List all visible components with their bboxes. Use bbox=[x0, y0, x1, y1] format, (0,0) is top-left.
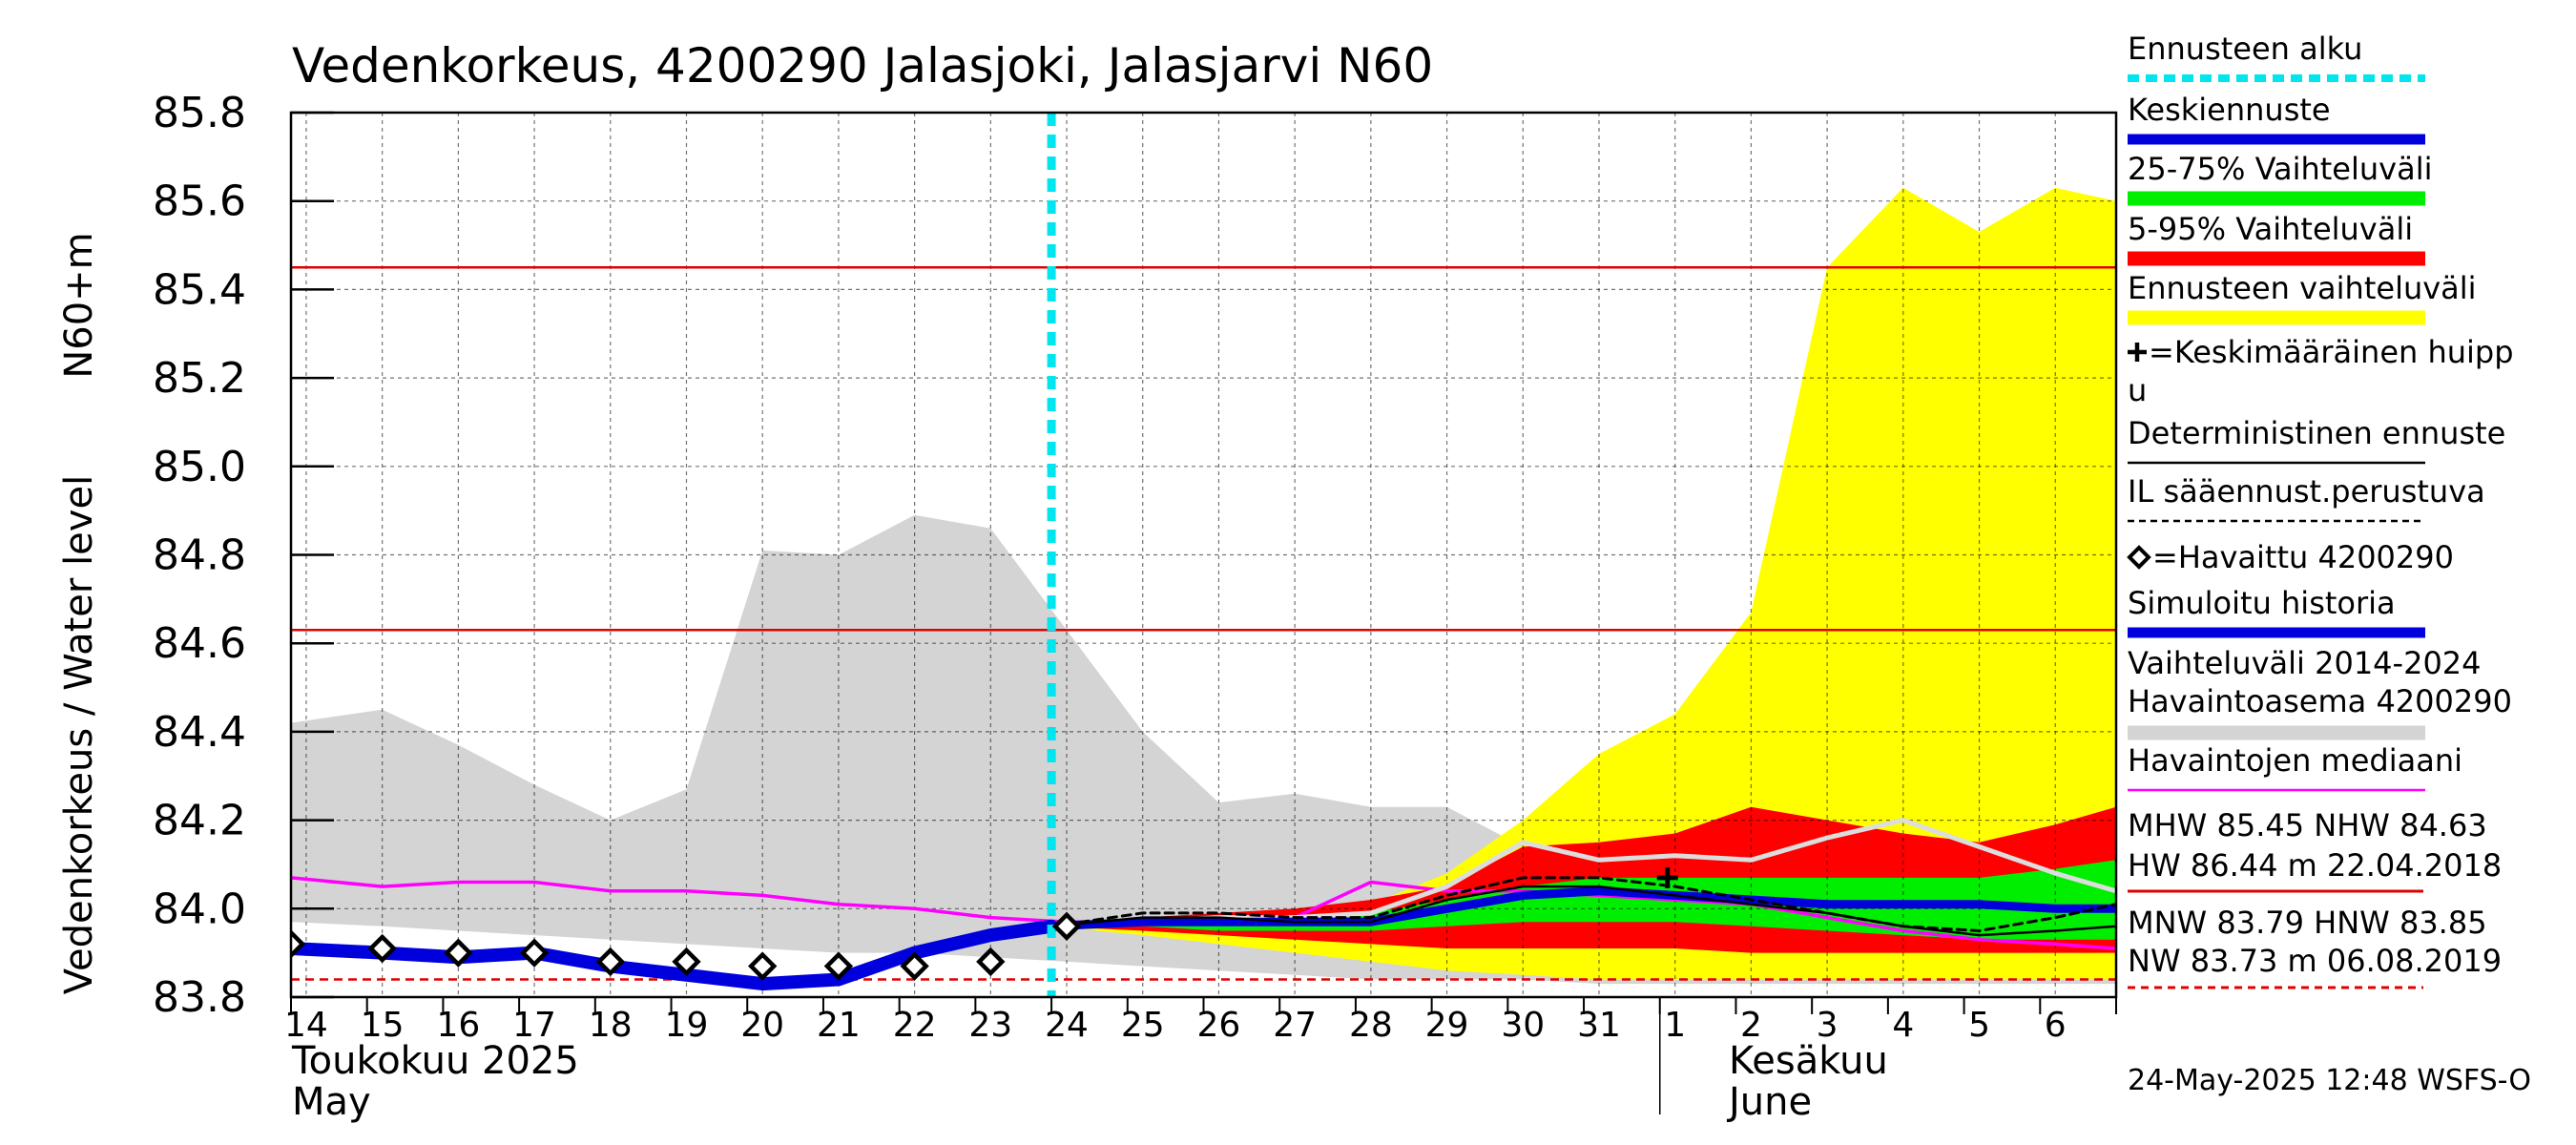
observed-point bbox=[444, 938, 473, 968]
legend-label-cont: Havaintoasema 4200290 bbox=[2128, 683, 2512, 719]
observed-point bbox=[900, 951, 929, 981]
observed-point bbox=[1051, 911, 1082, 942]
observed-point bbox=[291, 929, 306, 959]
x-tick-label: 1 bbox=[1664, 1006, 1686, 1045]
legend: Ennusteen alku Keskiennuste 25-75% Vaihtel… bbox=[2127, 31, 2514, 792]
x-tick-label: 27 bbox=[1273, 1006, 1317, 1045]
stats-line-4: NW 83.73 m 06.08.2019 bbox=[2128, 943, 2502, 979]
y-axis-label: Vedenkorkeus / Water level bbox=[57, 475, 101, 994]
observed-point bbox=[672, 947, 701, 977]
x-tick-label: 5 bbox=[1968, 1006, 1990, 1045]
x-tick-label: 14 bbox=[284, 1006, 328, 1045]
plot-axes: 85.8 85.6 85.4 85.2 85.0 84.8 84.6 84.4 84.2 84.0… bbox=[153, 89, 2118, 1114]
x-tick-label: 6 bbox=[2045, 1006, 2067, 1045]
x-tick-label: 25 bbox=[1121, 1006, 1165, 1045]
x-tick-label: 2 bbox=[1740, 1006, 1762, 1045]
x-tick-label: 21 bbox=[817, 1006, 861, 1045]
x-tick-label: 19 bbox=[665, 1006, 709, 1045]
x-tick-label: 4 bbox=[1892, 1006, 1914, 1045]
observed-point bbox=[519, 938, 550, 968]
forecast-envelope-band bbox=[1051, 187, 2116, 980]
month-label-may-fi: Toukokuu 2025 bbox=[291, 1039, 579, 1083]
y-tick-label: 83.8 bbox=[153, 973, 246, 1022]
x-tick-label: 18 bbox=[589, 1006, 633, 1045]
legend-plus-icon bbox=[2128, 343, 2147, 362]
month-label-june-fi: Kesäkuu bbox=[1729, 1039, 1888, 1083]
plot-grid bbox=[291, 112, 2116, 998]
legend-label: 25-75% Vaihteluväli bbox=[2128, 151, 2432, 187]
legend-label: Ennusteen vaihteluväli bbox=[2128, 270, 2477, 306]
series-line-4 bbox=[1049, 885, 2116, 937]
series-line-3 bbox=[1047, 886, 2116, 931]
chart-title: Vedenkorkeus, 4200290 Jalasjoki, Jalasja… bbox=[292, 38, 1433, 94]
legend-label-cont: u bbox=[2128, 372, 2147, 408]
y-tick-label: 85.6 bbox=[153, 177, 246, 226]
legend-label: Havaintojen mediaani bbox=[2128, 742, 2462, 779]
x-tick-label: 28 bbox=[1349, 1006, 1393, 1045]
y-tick-label: 84.8 bbox=[153, 531, 246, 580]
x-tick-label: 29 bbox=[1425, 1006, 1469, 1045]
plot-lines bbox=[291, 113, 2116, 997]
legend-label: Keskiennuste bbox=[2128, 92, 2331, 128]
x-tick-label: 20 bbox=[740, 1006, 784, 1045]
x-tick-label: 22 bbox=[893, 1006, 937, 1045]
legend-label: Vaihteluväli 2014-2024 bbox=[2128, 645, 2482, 681]
stats-line-2: HW 86.44 m 22.04.2018 bbox=[2128, 847, 2502, 884]
y-tick-label: 84.2 bbox=[153, 797, 246, 845]
x-tick-label: 24 bbox=[1045, 1006, 1089, 1045]
y-tick-label: 84.4 bbox=[153, 708, 246, 757]
observed-point bbox=[595, 947, 625, 977]
series-line-5 bbox=[1049, 876, 2116, 932]
x-tick-label: 3 bbox=[1817, 1006, 1839, 1045]
x-tick-label: 23 bbox=[968, 1006, 1012, 1045]
stats-line-3: MNW 83.79 HNW 83.85 bbox=[2128, 905, 2487, 941]
x-tick-label: 17 bbox=[512, 1006, 556, 1045]
legend-label: 5-95% Vaihteluväli bbox=[2128, 211, 2413, 247]
legend-diamond-icon bbox=[2127, 545, 2151, 570]
y-tick-label: 84.6 bbox=[153, 619, 246, 668]
legend-label: =Keskimääräinen huipp bbox=[2149, 334, 2514, 370]
footer-timestamp: 24-May-2025 12:48 WSFS-O bbox=[2128, 1064, 2531, 1097]
observed-point bbox=[976, 947, 1006, 977]
series-line-1 bbox=[1049, 818, 2116, 929]
legend-label: Ennusteen alku bbox=[2128, 31, 2362, 67]
historical-range-band bbox=[291, 514, 2116, 985]
y-tick-label: 85.2 bbox=[153, 354, 246, 403]
y-tick-label: 84.0 bbox=[153, 885, 246, 933]
observed-point bbox=[367, 933, 397, 964]
x-tick-label: 30 bbox=[1501, 1006, 1545, 1045]
legend-label: =Havaittu 4200290 bbox=[2152, 539, 2454, 575]
legend-label: Deterministinen ennuste bbox=[2128, 415, 2505, 451]
y-tick-label: 85.4 bbox=[153, 265, 246, 314]
mean-peak-marker bbox=[1656, 866, 1678, 888]
legend-label: IL sääennust.perustuva bbox=[2128, 473, 2485, 510]
y-tick-label: 85.8 bbox=[153, 89, 246, 137]
y-tick-label: 85.0 bbox=[153, 443, 246, 491]
x-tick-label: 16 bbox=[436, 1006, 480, 1045]
x-tick-label: 31 bbox=[1577, 1006, 1621, 1045]
observed-point bbox=[748, 951, 778, 981]
month-label-may-en: May bbox=[292, 1080, 371, 1124]
y-axis-unit-label: N60+m bbox=[57, 232, 101, 378]
x-tick-label: 15 bbox=[361, 1006, 405, 1045]
observed-point bbox=[823, 951, 854, 981]
legend-label: Simuloitu historia bbox=[2128, 585, 2396, 621]
month-label-june-en: June bbox=[1726, 1080, 1812, 1124]
stats-line-1: MHW 85.45 NHW 84.63 bbox=[2128, 807, 2487, 843]
x-tick-label: 26 bbox=[1197, 1006, 1241, 1045]
